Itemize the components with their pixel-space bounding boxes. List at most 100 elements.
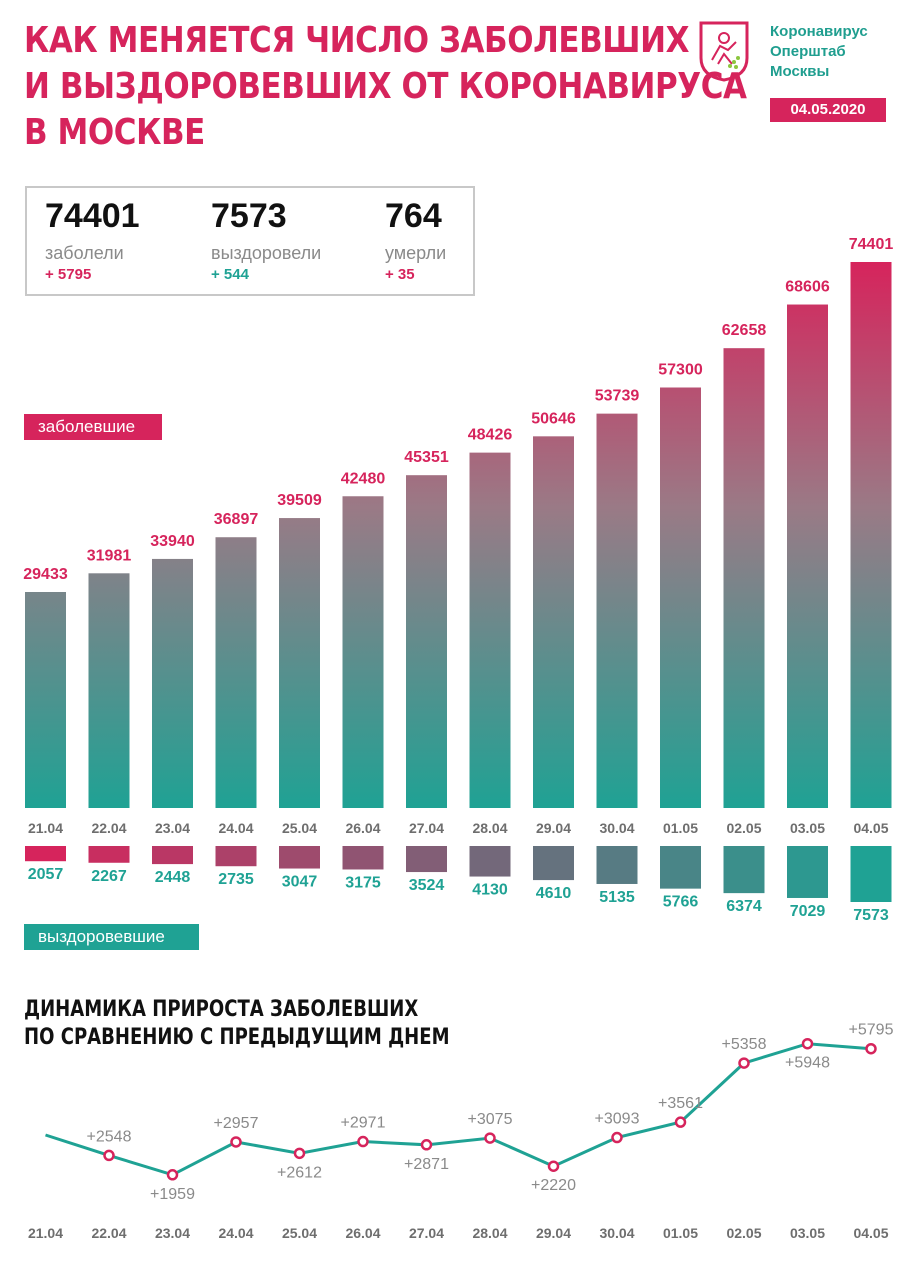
stat-infected: 74401 заболели + 5795	[45, 196, 140, 283]
increase-label-5: +2971	[341, 1115, 386, 1132]
infected-bar-10	[660, 387, 701, 808]
stat-deaths-value: 764	[385, 197, 442, 235]
infected-bar-4	[279, 518, 320, 808]
date-label-3: 24.04	[218, 820, 253, 836]
line-date-label-4: 25.04	[282, 1225, 317, 1241]
recovered-bar-5	[342, 846, 384, 870]
increase-label-7: +3075	[468, 1111, 513, 1128]
increase-label-11: +5358	[722, 1036, 767, 1053]
stat-deaths-label: умерли	[385, 243, 447, 263]
increase-label-4: +2612	[277, 1164, 322, 1181]
date-label-4: 25.04	[282, 820, 317, 836]
increase-point-11	[738, 1057, 750, 1069]
line-date-label-5: 26.04	[345, 1225, 380, 1241]
increase-point-13	[865, 1042, 877, 1055]
infected-bar-12	[787, 304, 828, 808]
increase-point-5	[357, 1135, 369, 1148]
line-date-label-13: 04.05	[853, 1225, 888, 1241]
line-title-2: ПО СРАВНЕНИЮ С ПРЕДЫДУЩИМ ДНЕМ	[24, 1025, 450, 1050]
date-label-2: 23.04	[155, 820, 190, 836]
infected-value-8: 50646	[531, 410, 576, 427]
line-date-label-12: 03.05	[790, 1225, 825, 1241]
recovered-bar-3	[215, 846, 257, 867]
stat-infected-delta: + 5795	[45, 266, 92, 283]
line-date-label-6: 27.04	[409, 1225, 444, 1241]
infected-bar-6	[406, 475, 447, 808]
date-label-10: 01.05	[663, 820, 698, 836]
title-line-1: КАК МЕНЯЕТСЯ ЧИСЛО ЗАБОЛЕВШИХ	[24, 20, 690, 61]
org-name: Коронавирус Оперштаб Москвы	[770, 22, 868, 82]
recovered-value-0: 2057	[28, 866, 64, 883]
infected-value-7: 48426	[468, 427, 513, 444]
recovered-bar-8	[533, 846, 574, 881]
recovered-series-label: выздоровевшие	[24, 924, 199, 950]
recovered-bar-1	[88, 846, 130, 863]
recovered-bar-0	[25, 846, 66, 862]
stat-recovered-delta: + 544	[211, 266, 249, 283]
infected-value-3: 36897	[214, 511, 259, 528]
infected-value-10: 57300	[658, 361, 703, 378]
stat-recovered-value: 7573	[211, 197, 287, 235]
recovered-value-12: 7029	[790, 903, 826, 920]
infected-bar-3	[215, 537, 257, 808]
increase-label-2: +1959	[150, 1186, 195, 1203]
stats-box: 74401 заболели + 5795 7573 выздоровели +…	[25, 186, 475, 296]
recovered-bar-10	[660, 846, 701, 889]
increase-label-9: +3093	[595, 1111, 640, 1128]
infected-bar-8	[533, 436, 574, 808]
line-date-label-2: 23.04	[155, 1225, 190, 1241]
infected-bar-2	[152, 558, 193, 808]
infected-value-4: 39509	[277, 492, 322, 509]
recovered-value-4: 3047	[282, 874, 318, 891]
infected-bar-chart: 29433 21.04 31981 22.04 33940 23.04 36897 24.04…	[23, 236, 893, 836]
line-date-label-0: 21.04	[28, 1225, 63, 1241]
increase-line	[45, 1042, 872, 1177]
recovered-bar-11	[723, 846, 765, 894]
increase-point-3	[230, 1136, 242, 1148]
line-title-1: ДИНАМИКА ПРИРОСТА ЗАБОЛЕВШИХ	[24, 997, 419, 1022]
daily-increase-line-chart: 21.04 +2548 22.04 +1959 23.04 +2957 24.04 +2612…	[28, 1022, 894, 1241]
infected-bar-0	[25, 592, 66, 808]
infected-value-11: 62658	[722, 322, 767, 339]
line-date-label-10: 01.05	[663, 1225, 698, 1241]
recovered-value-1: 2267	[91, 868, 127, 885]
recovered-bar-12	[787, 846, 828, 898]
line-date-label-3: 24.04	[218, 1225, 253, 1241]
increase-point-12	[801, 1037, 814, 1050]
date-label-6: 27.04	[409, 820, 444, 836]
increase-point-8	[547, 1160, 560, 1172]
recovered-bar-4	[279, 846, 320, 869]
recovered-value-8: 4610	[536, 885, 572, 902]
stat-deaths-delta: + 35	[385, 266, 415, 283]
line-date-label-8: 29.04	[536, 1225, 571, 1241]
recovered-value-10: 5766	[663, 894, 699, 911]
stat-recovered: 7573 выздоровели + 544	[211, 196, 321, 283]
increase-label-6: +2871	[404, 1156, 449, 1173]
infected-bar-13	[850, 262, 892, 808]
recovered-value-7: 4130	[472, 882, 508, 899]
infected-value-2: 33940	[150, 533, 195, 550]
increase-point-1	[103, 1149, 115, 1162]
recovered-value-6: 3524	[409, 877, 445, 894]
infected-value-9: 53739	[595, 388, 640, 405]
stat-deaths: 764 умерли + 35	[385, 196, 446, 283]
recovered-bar-7	[469, 846, 511, 877]
increase-label-10: +3561	[658, 1095, 703, 1112]
date-label-5: 26.04	[345, 820, 380, 836]
recovered-value-11: 6374	[726, 898, 762, 915]
infected-value-13: 74401	[849, 236, 894, 253]
recovered-bar-9	[596, 846, 638, 884]
recovered-bar-13	[850, 846, 892, 902]
stat-recovered-label: выздоровели	[211, 243, 322, 263]
line-chart-title: ДИНАМИКА ПРИРОСТА ЗАБОЛЕВШИХ ПО СРАВНЕНИ…	[24, 996, 450, 1052]
increase-label-13: +5795	[849, 1022, 894, 1039]
date-label-8: 29.04	[536, 820, 571, 836]
moscow-coat-of-arms-icon	[698, 20, 750, 82]
org-line-1: Коронавирус	[770, 23, 868, 40]
line-date-label-9: 30.04	[599, 1225, 634, 1241]
date-badge: 04.05.2020	[770, 98, 886, 122]
date-label-13: 04.05	[853, 820, 888, 836]
recovered-value-5: 3175	[345, 874, 381, 891]
org-line-2: Оперштаб	[770, 43, 846, 60]
date-label-9: 30.04	[599, 820, 634, 836]
